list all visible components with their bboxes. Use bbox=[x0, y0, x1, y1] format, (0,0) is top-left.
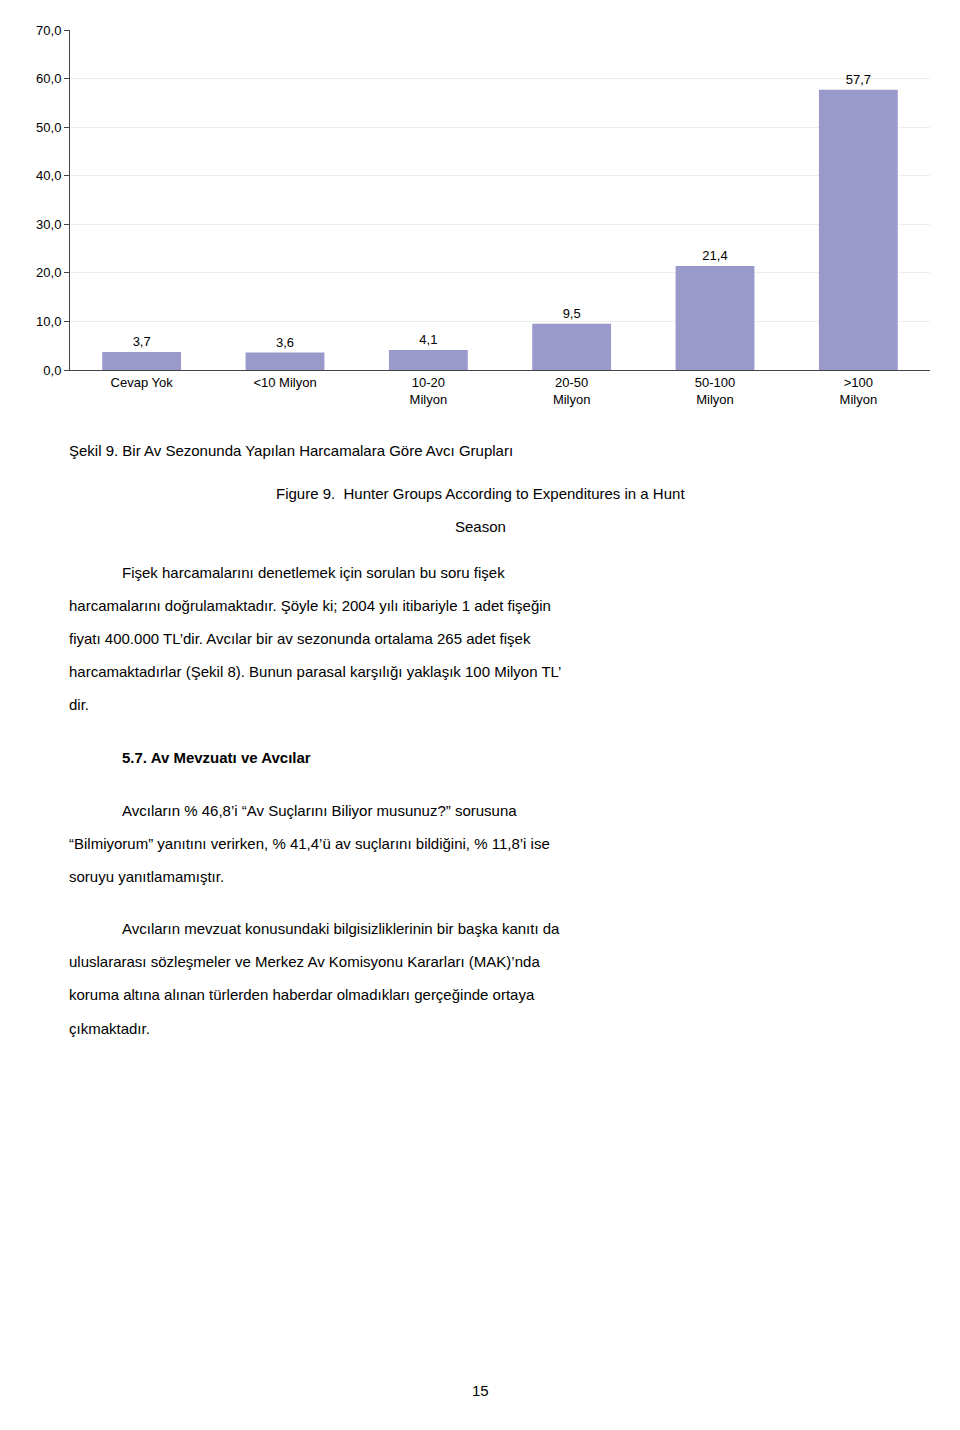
svg-text:soruyu yanıtlamamıştır.: soruyu yanıtlamamıştır. bbox=[69, 868, 224, 885]
svg-text:Avcıların % 46,8’i “Av Suçları: Avcıların % 46,8’i “Av Suçlarını Biliyor… bbox=[122, 802, 517, 819]
svg-text:57,7: 57,7 bbox=[846, 72, 871, 87]
svg-text:çıkmaktadır.: çıkmaktadır. bbox=[69, 1020, 150, 1037]
svg-text:30,0: 30,0 bbox=[36, 217, 61, 232]
svg-text:Fişek harcamalarını denetlemek: Fişek harcamalarını denetlemek için soru… bbox=[122, 564, 505, 581]
svg-text:50,0: 50,0 bbox=[36, 120, 61, 135]
svg-text:50-100Milyon: 50-100Milyon bbox=[695, 375, 735, 407]
svg-text:harcamalarını doğrulamaktadır.: harcamalarını doğrulamaktadır. Şöyle ki;… bbox=[69, 597, 551, 614]
svg-text:40,0: 40,0 bbox=[36, 168, 61, 183]
svg-text:3,6: 3,6 bbox=[276, 335, 294, 350]
svg-text:Season: Season bbox=[455, 518, 506, 535]
svg-text:9,5: 9,5 bbox=[563, 306, 581, 321]
svg-text:3,7: 3,7 bbox=[133, 334, 151, 349]
svg-text:20-50Milyon: 20-50Milyon bbox=[553, 375, 591, 407]
svg-text:10,0: 10,0 bbox=[36, 314, 61, 329]
svg-text:“Bilmiyorum” yanıtını verirken: “Bilmiyorum” yanıtını verirken, % 41,4’ü… bbox=[69, 835, 550, 852]
svg-text:dir.: dir. bbox=[69, 696, 89, 713]
svg-text:Avcıların mevzuat konusundaki: Avcıların mevzuat konusundaki bilgisizli… bbox=[122, 920, 560, 937]
svg-text:15: 15 bbox=[472, 1382, 489, 1399]
svg-text:10-20Milyon: 10-20Milyon bbox=[410, 375, 448, 407]
svg-text:5.7. Av Mevzuatı ve Avcılar: 5.7. Av Mevzuatı ve Avcılar bbox=[122, 749, 311, 766]
svg-text:60,0: 60,0 bbox=[36, 71, 61, 86]
svg-text:70,0: 70,0 bbox=[36, 23, 61, 38]
svg-text:Figure 9. Hunter Groups Accor: Figure 9. Hunter Groups According to Exp… bbox=[276, 485, 685, 502]
svg-text:<10 Milyon: <10 Milyon bbox=[253, 375, 316, 390]
svg-text:21,4: 21,4 bbox=[702, 248, 727, 263]
svg-text:koruma altına alınan türlerden: koruma altına alınan türlerden haberdar … bbox=[69, 986, 535, 1003]
svg-text:20,0: 20,0 bbox=[36, 265, 61, 280]
svg-text:harcamaktadırlar (Şekil 8). Bu: harcamaktadırlar (Şekil 8). Bunun parasa… bbox=[69, 663, 561, 680]
svg-text:Cevap Yok: Cevap Yok bbox=[111, 375, 174, 390]
svg-text:>100Milyon: >100Milyon bbox=[840, 375, 878, 407]
svg-text:4,1: 4,1 bbox=[419, 332, 437, 347]
svg-text:0,0: 0,0 bbox=[43, 363, 61, 378]
svg-text:fiyatı 400.000 TL’dir. Avcılar: fiyatı 400.000 TL’dir. Avcılar bir av se… bbox=[69, 630, 531, 647]
svg-text:uluslararası sözleşmeler ve Me: uluslararası sözleşmeler ve Merkez Av Ko… bbox=[69, 953, 540, 970]
svg-text:Şekil 9. Bir Av Sezonunda Yapı: Şekil 9. Bir Av Sezonunda Yapılan Harcam… bbox=[69, 442, 513, 459]
